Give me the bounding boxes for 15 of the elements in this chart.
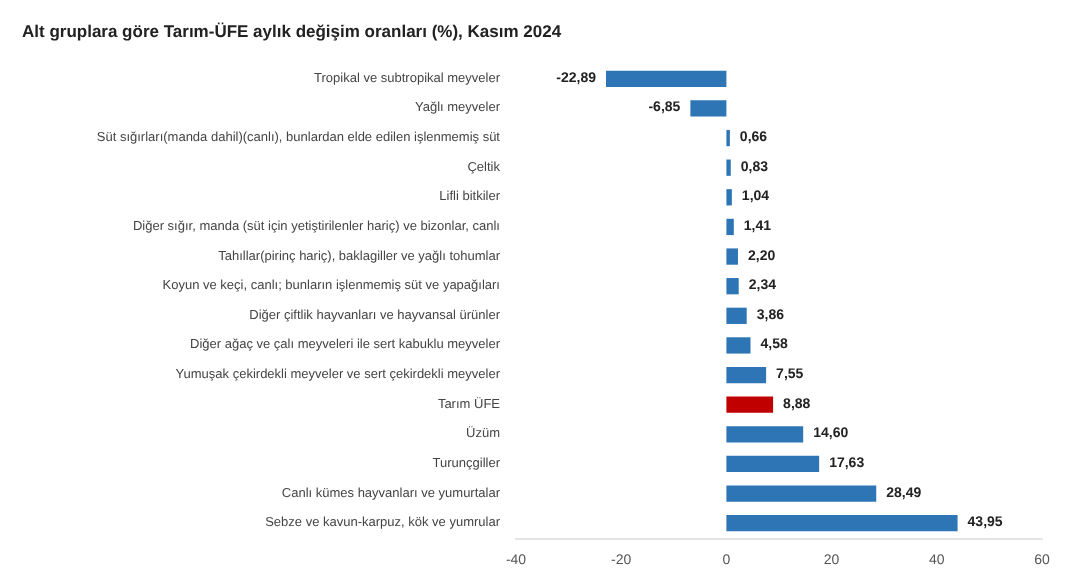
- bar: [726, 366, 767, 384]
- bar: [726, 218, 734, 236]
- bar: [726, 396, 774, 413]
- bar: [726, 307, 747, 324]
- text: Alt gruplara göre Tarım-ÜFE aylık değişim oranları (%), Kasım 2024: [22, 21, 562, 41]
- bar: [726, 337, 751, 354]
- bar: [726, 426, 804, 443]
- bar: [726, 278, 739, 295]
- bar: [726, 189, 732, 206]
- bar: [690, 100, 727, 117]
- bar: [726, 248, 738, 265]
- bar: [726, 485, 877, 502]
- bar: [726, 455, 820, 473]
- bar: [726, 515, 958, 532]
- bar: [606, 70, 727, 87]
